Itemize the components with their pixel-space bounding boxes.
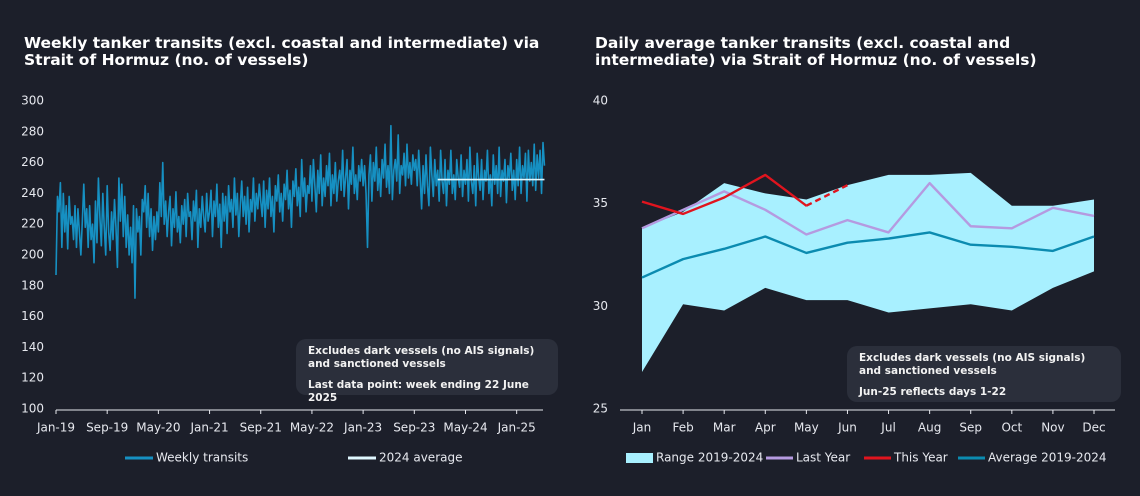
y-tick-label: 240 xyxy=(21,186,44,200)
x-tick-label: Sep-21 xyxy=(240,421,282,435)
y-tick-label: 200 xyxy=(21,248,44,262)
note: Last data point: week ending 22 June 202… xyxy=(308,379,529,404)
legend-label: 2024 average xyxy=(379,451,462,465)
x-tick-label: May-24 xyxy=(443,421,487,435)
note-box: Excludes dark vessels (no AIS signals) a… xyxy=(296,339,558,404)
x-tick-label: Jun xyxy=(837,421,857,435)
x-tick-label: Jan-19 xyxy=(36,421,75,435)
y-tick-label: 25 xyxy=(593,402,608,416)
x-tick-label: Sep-19 xyxy=(86,421,128,435)
y-tick-label: 160 xyxy=(21,309,44,323)
y-tick-label: 100 xyxy=(21,402,44,416)
line xyxy=(55,124,546,299)
x-tick-label: Jan-21 xyxy=(190,421,229,435)
line xyxy=(641,231,1095,279)
legend-label: Range 2019-2024 xyxy=(656,451,763,465)
legend-label: Average 2019-2024 xyxy=(988,451,1107,465)
x-tick-label: May xyxy=(794,421,819,435)
legend-label: Weekly transits xyxy=(156,451,248,465)
dashed-segment xyxy=(805,184,848,207)
x-tick-label: Aug xyxy=(918,421,941,435)
x-tick-label: Nov xyxy=(1041,421,1064,435)
x-tick-label: Jan-23 xyxy=(343,421,382,435)
x-tick-label: Mar xyxy=(713,421,736,435)
x-tick-label: May-22 xyxy=(290,421,334,435)
line xyxy=(641,181,1095,236)
x-tick-label: Sep xyxy=(959,421,982,435)
x-tick-label: Dec xyxy=(1082,421,1105,435)
y-tick-label: 140 xyxy=(21,340,44,354)
x-tick-label: Apr xyxy=(755,421,776,435)
y-tick-label: 180 xyxy=(21,278,44,292)
x-tick-label: Oct xyxy=(1001,421,1022,435)
legend-label: Last Year xyxy=(796,451,850,465)
y-tick-label: 40 xyxy=(593,94,608,108)
note: Jun-25 reflects days 1-22 xyxy=(859,386,1007,398)
y-tick-label: 300 xyxy=(21,94,44,108)
y-tick-label: 30 xyxy=(593,299,608,313)
chart-title: Weekly tanker transits (excl. coastal an… xyxy=(24,34,540,69)
note: Excludes dark vessels (no AIS signals) a… xyxy=(859,352,1086,377)
y-tick-label: 280 xyxy=(21,124,44,138)
line xyxy=(641,173,807,216)
legend-label: This Year xyxy=(893,451,948,465)
x-tick-label: Jan xyxy=(632,421,652,435)
x-tick-label: Feb xyxy=(672,421,693,435)
legend-swatch xyxy=(626,453,653,463)
chart-title: Daily average tanker transits (excl. coa… xyxy=(595,34,1037,69)
note: Excludes dark vessels (no AIS signals) a… xyxy=(308,345,535,370)
x-tick-label: Sep-23 xyxy=(393,421,435,435)
y-tick-label: 120 xyxy=(21,371,44,385)
y-tick-label: 35 xyxy=(593,196,608,210)
range-area xyxy=(642,172,1094,373)
y-tick-label: 220 xyxy=(21,217,44,231)
note-box: Excludes dark vessels (no AIS signals) a… xyxy=(847,346,1121,402)
y-tick-label: 260 xyxy=(21,155,44,169)
x-tick-label: Jan-25 xyxy=(497,421,536,435)
x-tick-label: May-20 xyxy=(136,421,180,435)
x-tick-label: Jul xyxy=(880,421,895,435)
